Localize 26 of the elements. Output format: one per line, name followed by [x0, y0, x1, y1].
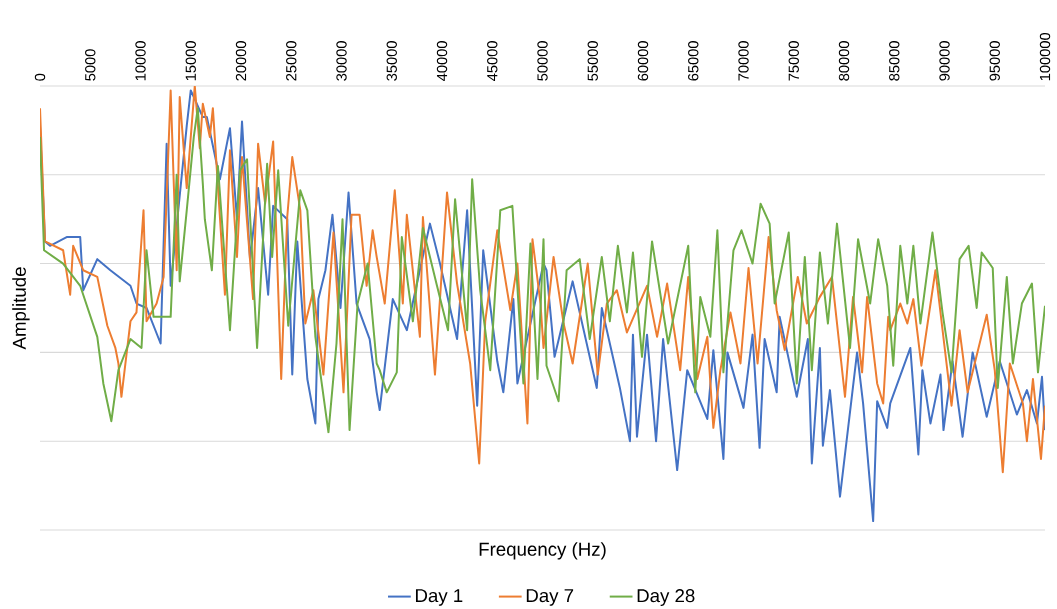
x-tick-label: 70000	[738, 41, 749, 81]
x-tick-label: 90000	[939, 41, 950, 81]
x-tick-label: 100000	[1039, 32, 1051, 81]
x-tick-label: 20000	[235, 41, 247, 81]
x-tick-label: 15000	[185, 41, 196, 81]
x-tick-label: 55000	[587, 41, 598, 81]
x-axis-title: Frequency (Hz)	[479, 542, 606, 560]
legend-label: Day 28	[637, 589, 695, 606]
y-axis-title: Amplitude	[12, 267, 30, 350]
legend-label: Day 7	[526, 589, 574, 606]
x-tick-label: 60000	[637, 41, 649, 81]
legend-label: Day 1	[415, 589, 463, 606]
x-tick-label: 50000	[537, 41, 548, 81]
x-tick-label: 0	[34, 73, 46, 81]
x-tick-label: 25000	[286, 41, 297, 81]
x-tick-label: 40000	[436, 41, 448, 81]
x-tick-label: 30000	[336, 41, 347, 81]
x-tick-label: 35000	[386, 41, 397, 81]
x-tick-label: 80000	[838, 41, 850, 81]
x-tick-label: 5000	[85, 49, 96, 81]
x-tick-label: 95000	[989, 41, 1000, 81]
x-tick-label: 10000	[135, 41, 146, 81]
x-tick-label: 45000	[487, 41, 498, 81]
x-tick-label: 65000	[688, 41, 699, 81]
x-tick-label: 75000	[788, 41, 799, 81]
x-tick-label: 85000	[889, 41, 900, 81]
